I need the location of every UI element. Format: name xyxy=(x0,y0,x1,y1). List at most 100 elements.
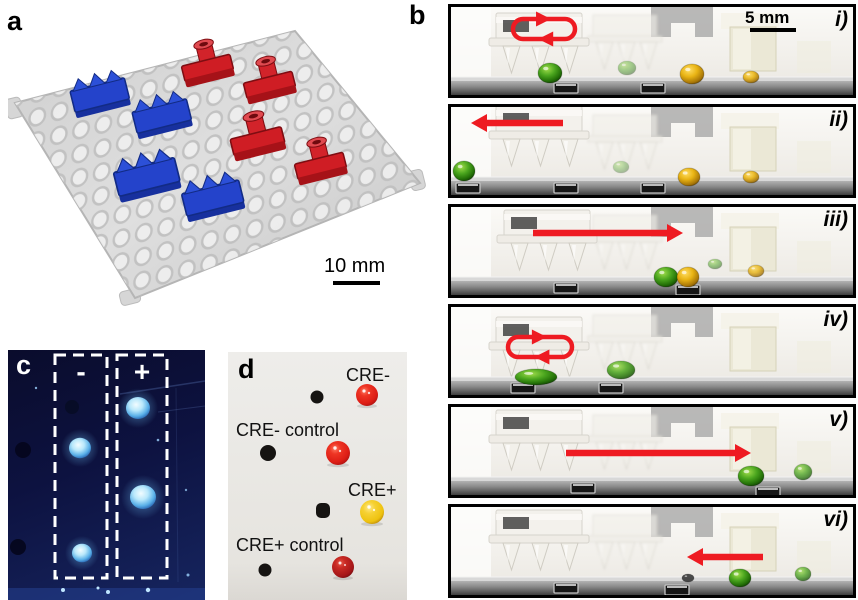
black-dot xyxy=(258,563,272,577)
panel-c-photo: c - + xyxy=(8,350,205,600)
dark-droplet xyxy=(15,442,31,458)
strip-slot xyxy=(503,517,529,529)
white-block-far xyxy=(797,41,831,73)
red-brick-1 xyxy=(180,38,235,88)
magnet xyxy=(640,182,666,194)
panel-b-scene xyxy=(451,307,853,395)
panel-b-frame-2: ii) xyxy=(448,104,856,198)
strip-slot xyxy=(503,20,529,32)
panel-b-frame-5: v) xyxy=(448,404,856,498)
fluorescent-droplet xyxy=(121,475,165,519)
frame-step-label: i) xyxy=(835,8,848,31)
dark-droplet xyxy=(10,539,26,555)
panel-b-scale-label: 5 mm xyxy=(745,8,790,27)
white-block xyxy=(721,13,779,72)
panel-c-label: c xyxy=(16,350,32,380)
frame-step-label: vi) xyxy=(823,508,848,531)
arrow-left xyxy=(471,114,563,132)
platform-edge xyxy=(451,381,853,395)
panel-b-scene xyxy=(451,507,853,595)
row-label-cre-plus: CRE+ xyxy=(348,480,397,500)
bottom-edge xyxy=(8,588,205,600)
droplet-green xyxy=(537,62,563,84)
droplet-amber xyxy=(679,63,705,85)
tube-strip xyxy=(488,509,590,572)
background-step xyxy=(651,507,713,537)
dark-droplet xyxy=(65,400,79,414)
panel-d-label: d xyxy=(238,354,255,384)
platform-edge xyxy=(451,481,853,495)
platform-top xyxy=(451,177,853,182)
panel-a-label: a xyxy=(7,6,23,36)
tube-strip-middle xyxy=(587,314,663,371)
panel-b-scene xyxy=(451,207,853,295)
magnet xyxy=(598,382,624,394)
droplet-amber xyxy=(676,266,700,288)
droplet-green xyxy=(617,60,637,76)
panel-d-photo: d CRE- CRE- control CRE+ CRE+ control xyxy=(228,352,407,600)
droplet-green xyxy=(653,266,679,288)
droplet-green xyxy=(606,360,636,380)
droplet-amber xyxy=(677,167,701,187)
panel-b-frame-3: iii) xyxy=(448,204,856,298)
droplet-amber xyxy=(742,70,760,84)
droplet-green xyxy=(728,568,752,588)
scratch-line xyxy=(175,387,179,583)
red-brick-3 xyxy=(229,110,287,162)
background-step xyxy=(651,107,713,137)
black-dot xyxy=(260,445,276,461)
strip-slot xyxy=(511,217,537,229)
blue-brick-2 xyxy=(131,90,193,139)
white-block xyxy=(721,113,779,172)
white-block xyxy=(721,513,779,572)
droplet-green xyxy=(794,566,812,582)
magnet xyxy=(664,584,690,595)
panel-b-scale-bar xyxy=(750,28,796,32)
droplet-green xyxy=(612,160,630,174)
black-dot xyxy=(310,390,324,404)
yellow-droplet-cre-plus xyxy=(360,500,384,527)
magnet xyxy=(553,182,579,194)
droplet-dark xyxy=(681,573,695,583)
tube-strip xyxy=(496,209,598,272)
frame-step-label: iii) xyxy=(823,208,849,231)
fluorescent-droplet xyxy=(61,429,99,467)
blue-brick-4 xyxy=(181,171,246,222)
droplet-green xyxy=(452,160,476,182)
row-label-cre-plus-control: CRE+ control xyxy=(236,535,344,555)
panel-c-graphic xyxy=(8,353,205,600)
row-label-cre-minus-control: CRE- control xyxy=(236,420,340,440)
platform-edge xyxy=(451,281,853,295)
panel-a-scale-label: 10 mm xyxy=(324,255,386,277)
white-block xyxy=(721,413,779,472)
tube-strip-middle xyxy=(587,514,663,571)
panel-d-graphic xyxy=(258,384,384,581)
strip-slot xyxy=(503,324,529,336)
panel-a-photo xyxy=(8,29,426,306)
tube-strip-middle xyxy=(587,14,663,71)
scratch-line xyxy=(157,405,205,413)
white-block-far xyxy=(797,241,831,273)
droplet-amber xyxy=(747,264,765,278)
platform-top xyxy=(451,277,853,282)
row-label-cre-minus: CRE- xyxy=(346,365,390,385)
droplet-green xyxy=(707,258,723,270)
dark-red-droplet-cre-plus-control xyxy=(332,556,354,581)
magnet xyxy=(755,486,781,495)
blue-brick-3 xyxy=(112,148,182,203)
frame-step-label: iv) xyxy=(823,308,848,331)
frame-step-label: ii) xyxy=(829,108,848,131)
red-droplet-cre-minus xyxy=(356,384,378,409)
black-dot xyxy=(316,503,330,518)
arrow-left xyxy=(687,548,763,566)
panel-b-scene xyxy=(451,7,853,95)
droplet-green xyxy=(793,463,813,481)
droplet-amber xyxy=(742,170,760,184)
arrow-loop xyxy=(505,329,575,365)
strip-slot xyxy=(503,417,529,429)
platform-top xyxy=(451,77,853,82)
background-step xyxy=(651,7,713,37)
arrow-loop xyxy=(510,11,578,47)
white-block-far xyxy=(797,341,831,373)
magnet xyxy=(455,182,481,194)
